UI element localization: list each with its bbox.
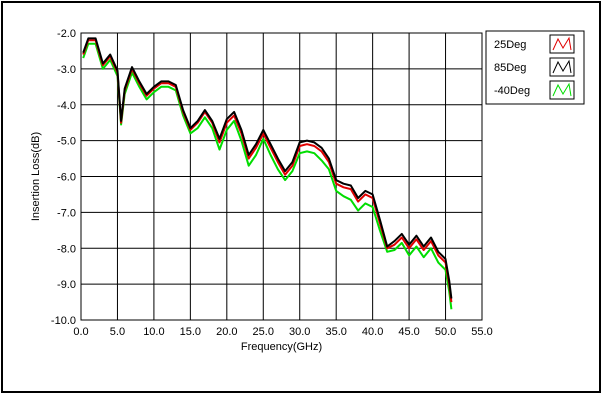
y-tick-label: -2.0: [57, 28, 76, 40]
legend-swatch-line: [552, 59, 572, 74]
legend-label: 25Deg: [494, 39, 526, 51]
y-tick-label: -5.0: [57, 136, 76, 148]
y-axis-label: Insertion Loss(dB): [30, 132, 42, 221]
insertion-loss-chart: 0.0 5.0 10.0 15.0 20.0 25.0 30.0 35.0 40.0 45.0 50…: [30, 28, 585, 353]
x-tick-label: 40.0: [362, 326, 383, 338]
x-tick-label: 5.0: [110, 326, 125, 338]
y-tick-label: -6.0: [57, 172, 76, 184]
x-tick-label: 15.0: [180, 326, 201, 338]
y-tick-labels: -2.0 -3.0 -4.0 -5.0 -6.0 -7.0 -8.0 -9.0 -10.0: [51, 28, 76, 327]
legend-label: -40Deg: [494, 85, 530, 97]
plot-area: [80, 32, 483, 321]
x-tick-label: 10.0: [143, 326, 164, 338]
x-tick-label: 50.0: [435, 326, 456, 338]
y-tick-label: -9.0: [57, 279, 76, 291]
legend-label: 85Deg: [494, 62, 526, 74]
y-tick-label: -10.0: [51, 315, 76, 327]
x-tick-label: 0.0: [73, 326, 88, 338]
series-line-85Deg: [82, 37, 453, 299]
series-line--40Deg: [82, 42, 453, 310]
legend-swatch-line: [552, 82, 572, 97]
y-tick-label: -4.0: [57, 100, 76, 112]
x-axis-label: Frequency(GHz): [241, 341, 322, 353]
legend-swatch-line: [552, 36, 572, 51]
y-tick-label: -7.0: [57, 207, 76, 219]
x-tick-label: 20.0: [216, 326, 237, 338]
x-tick-label: 35.0: [325, 326, 346, 338]
series-layer: [82, 37, 453, 310]
x-tick-labels: 0.0 5.0 10.0 15.0 20.0 25.0 30.0 35.0 40.0 45.0 50…: [73, 326, 492, 338]
x-tick-label: 45.0: [398, 326, 419, 338]
legend: 25Deg 85Deg -40Deg: [485, 30, 585, 105]
x-tick-label: 25.0: [253, 326, 274, 338]
x-tick-label: 30.0: [289, 326, 310, 338]
y-tick-label: -8.0: [57, 243, 76, 255]
y-tick-label: -3.0: [57, 64, 76, 76]
x-tick-label: 55.0: [471, 326, 492, 338]
